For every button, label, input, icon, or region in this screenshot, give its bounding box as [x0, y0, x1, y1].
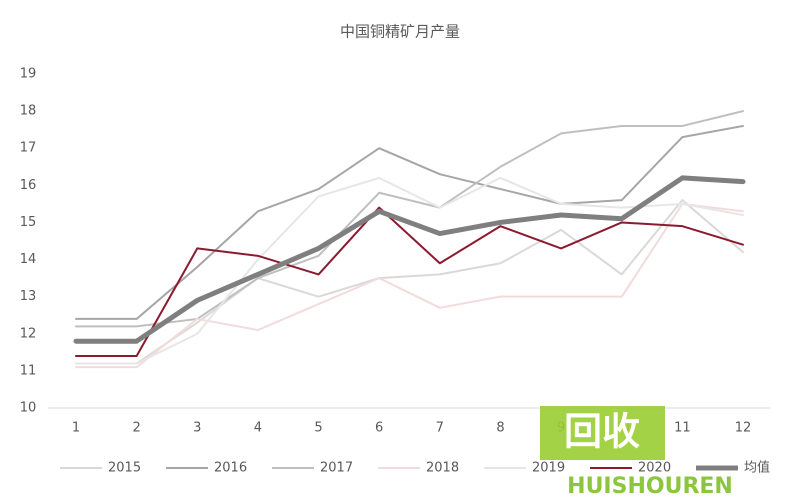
- series-line: [75, 206, 744, 358]
- legend-label: 2020: [638, 461, 671, 476]
- legend-label: 2015: [108, 461, 141, 476]
- x-tick-label: 6: [375, 421, 383, 436]
- y-tick-label: 18: [20, 104, 37, 119]
- y-tick-label: 13: [20, 289, 37, 304]
- watermark-logo: [540, 406, 665, 460]
- x-tick-label: 1: [72, 421, 80, 436]
- legend-label: 2019: [532, 461, 565, 476]
- x-tick-label: 12: [735, 421, 752, 436]
- chart-title: 中国铜精矿月产量: [340, 23, 460, 41]
- legend-label: 2016: [214, 461, 247, 476]
- x-tick-label: 8: [496, 421, 504, 436]
- y-tick-label: 15: [20, 215, 37, 230]
- x-tick-label: 4: [254, 421, 262, 436]
- y-tick-label: 19: [20, 67, 37, 82]
- x-tick-label: 3: [193, 421, 201, 436]
- y-tick-label: 11: [20, 363, 37, 378]
- y-tick-label: 12: [20, 326, 37, 341]
- y-tick-label: 16: [20, 178, 37, 193]
- series-line: [75, 124, 744, 320]
- y-tick-label: 14: [20, 252, 37, 267]
- y-tick-label: 10: [20, 401, 37, 416]
- x-tick-label: 5: [314, 421, 322, 436]
- series-line: [75, 199, 744, 365]
- legend-label: 均值: [744, 460, 770, 476]
- series-line: [75, 176, 744, 365]
- y-tick-label: 17: [20, 141, 37, 156]
- series-line: [75, 202, 744, 369]
- legend-label: 2018: [426, 461, 459, 476]
- x-tick-label: 2: [132, 421, 140, 436]
- series-line: [75, 110, 744, 328]
- series-line: [73, 175, 746, 344]
- x-tick-label: 7: [436, 421, 444, 436]
- watermark-text: HUISHOUREN: [567, 474, 733, 499]
- legend-label: 2017: [320, 461, 353, 476]
- x-tick-label: 11: [674, 421, 691, 436]
- watermark-logo-text: 回收: [564, 410, 640, 454]
